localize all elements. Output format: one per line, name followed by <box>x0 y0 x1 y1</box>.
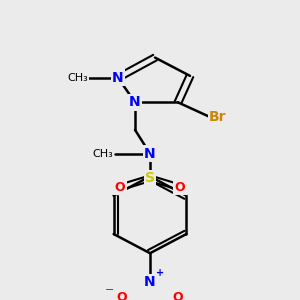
Text: N: N <box>144 147 156 160</box>
Text: N: N <box>112 71 124 85</box>
Text: −: − <box>105 285 115 295</box>
Text: S: S <box>145 171 155 185</box>
Text: +: + <box>156 268 164 278</box>
Text: CH₃: CH₃ <box>93 148 113 159</box>
Text: O: O <box>117 291 127 300</box>
Text: N: N <box>144 275 156 290</box>
Text: CH₃: CH₃ <box>68 73 88 83</box>
Text: O: O <box>175 181 185 194</box>
Text: O: O <box>115 181 125 194</box>
Text: Br: Br <box>209 110 227 124</box>
Text: O: O <box>173 291 183 300</box>
Text: N: N <box>129 95 141 110</box>
